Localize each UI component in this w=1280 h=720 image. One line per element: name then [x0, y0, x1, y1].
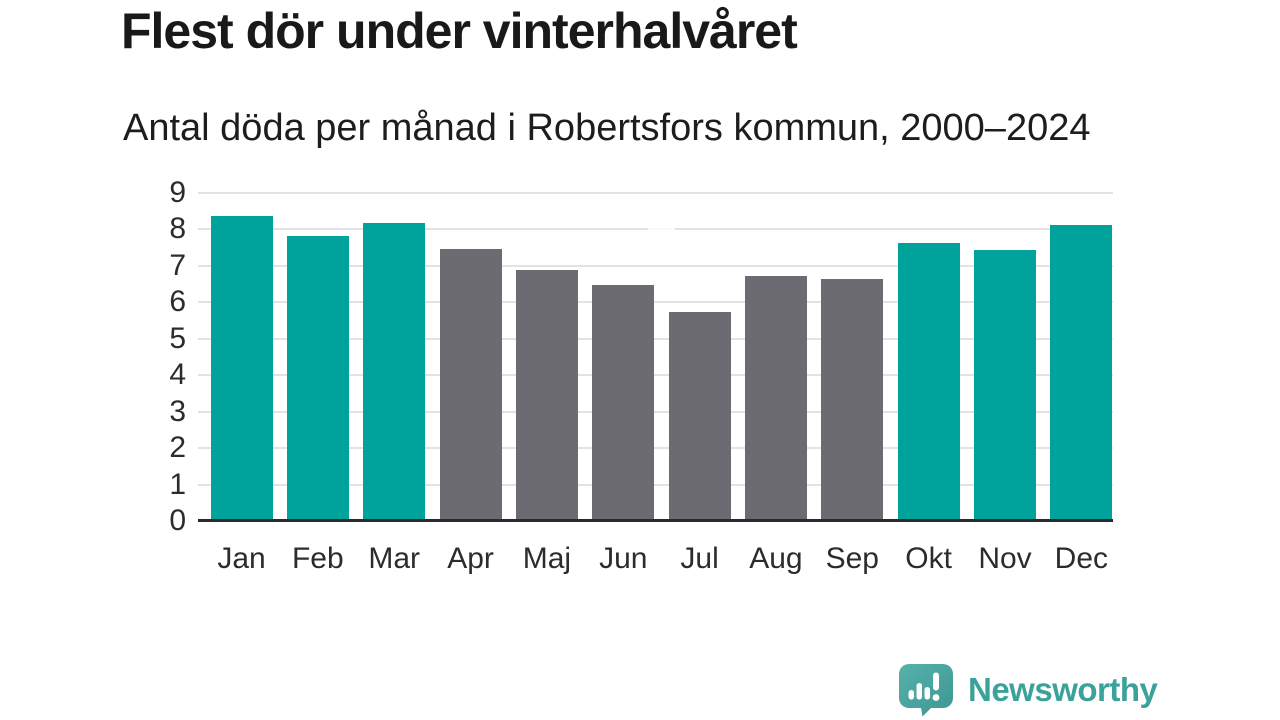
- bar-maj: [515, 270, 578, 520]
- brand-name: Newsworthy: [968, 670, 1158, 708]
- gridline: [198, 264, 1113, 267]
- brand-footer: Newsworthy: [897, 662, 1158, 717]
- bar-jul: [668, 312, 731, 520]
- x-tick-label: Apr: [447, 542, 494, 575]
- x-tick-label: Aug: [749, 542, 803, 575]
- bar-feb: [286, 235, 349, 520]
- bar-nov: [974, 250, 1036, 520]
- y-tick-label: 8: [169, 212, 186, 246]
- x-axis-line: [198, 519, 1113, 522]
- y-tick-label: 2: [169, 431, 186, 465]
- y-tick-label: 1: [169, 467, 186, 501]
- x-tick-label: Sep: [825, 542, 879, 575]
- bar-aug: [744, 275, 807, 520]
- bar-sep: [821, 279, 884, 520]
- bar-jun: [592, 284, 655, 520]
- gridline: [198, 301, 1113, 304]
- x-tick-label: Jan: [217, 542, 266, 575]
- bar-mar: [363, 222, 426, 520]
- x-tick-label: Dec: [1054, 542, 1109, 575]
- gridline: [198, 410, 1113, 413]
- gridline: [198, 192, 1113, 194]
- bar-apr: [439, 248, 502, 520]
- gridline: [198, 374, 1113, 377]
- x-tick-label: Okt: [905, 542, 952, 575]
- newsworthy-logo-icon: [897, 662, 955, 717]
- y-tick-label: 0: [169, 504, 186, 537]
- plot-area: 0 1 2 3 4 5 6 7 8 9 Jan Feb Mar Apr Maj Jun Jul Aug Sep Okt…: [169, 178, 1113, 575]
- x-tick-label: Jun: [599, 542, 648, 575]
- y-tick-label: 4: [169, 358, 186, 392]
- x-tick-label: Maj: [522, 542, 572, 575]
- y-tick-label: 7: [169, 248, 186, 282]
- x-tick-label: Mar: [368, 542, 421, 575]
- x-tick-label: Nov: [978, 542, 1032, 575]
- bar-okt: [897, 243, 960, 520]
- gridline: [198, 337, 1113, 340]
- x-tick-label: Feb: [291, 542, 344, 575]
- gridline-artifact: [648, 228, 675, 231]
- y-tick-label: 5: [169, 321, 186, 355]
- chart-subtitle: Antal döda per månad i Robertsfors kommu…: [123, 107, 1091, 149]
- bar-dec: [1050, 224, 1113, 520]
- y-tick-label: 6: [169, 285, 186, 319]
- chart-title: Flest dör under vinterhalvåret: [121, 3, 798, 59]
- gridline: [198, 447, 1113, 450]
- bar-jan: [210, 215, 273, 520]
- y-tick-label: 9: [169, 176, 186, 209]
- gridline: [198, 483, 1113, 486]
- x-tick-label: Jul: [680, 542, 719, 575]
- y-tick-label: 3: [169, 394, 186, 428]
